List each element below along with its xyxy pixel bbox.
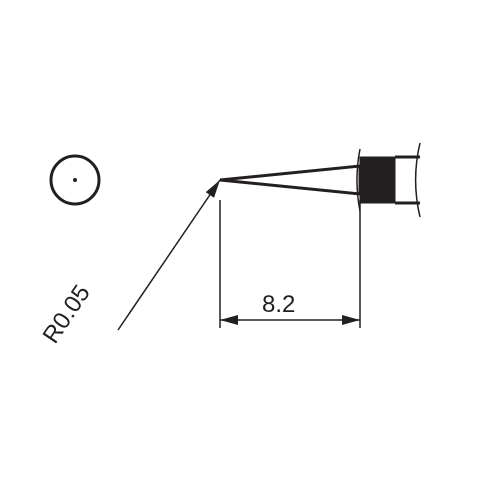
radius-label: R0.05 xyxy=(38,280,96,348)
length-dimension: 8.2 xyxy=(220,200,360,328)
length-label: 8.2 xyxy=(262,291,295,318)
break-arc-tail xyxy=(416,143,420,217)
ferrule xyxy=(360,157,395,203)
dim-arrow-left xyxy=(220,315,238,325)
front-view-center-dot xyxy=(73,178,77,182)
cone-body xyxy=(220,166,360,194)
front-view xyxy=(51,156,99,204)
radius-leader-line xyxy=(118,180,220,330)
dim-arrow-right xyxy=(342,315,360,325)
radius-dimension: R0.05 xyxy=(38,180,220,348)
side-view xyxy=(220,143,420,217)
radius-arrowhead xyxy=(206,180,220,198)
